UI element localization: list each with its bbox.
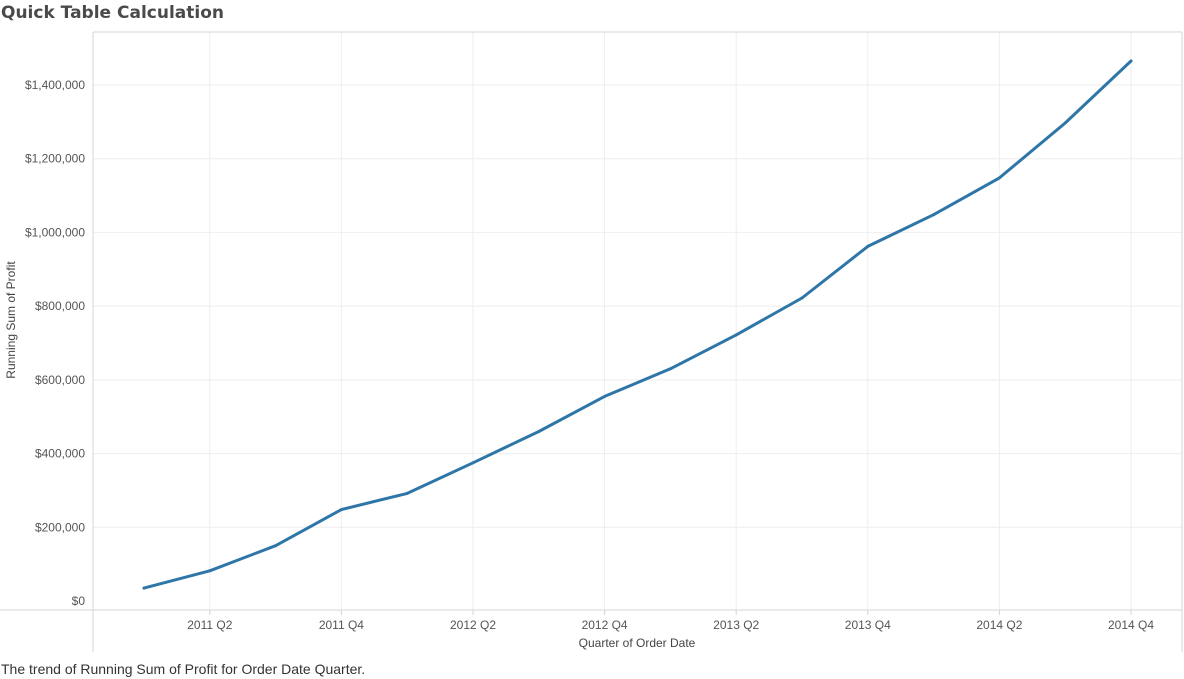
- x-tick-label: 2013 Q4: [845, 618, 891, 632]
- gridlines: [93, 32, 1182, 610]
- x-tick-label: 2012 Q4: [582, 618, 628, 632]
- data-point[interactable]: [866, 244, 870, 248]
- data-point[interactable]: [800, 296, 804, 300]
- x-tick-label: 2012 Q2: [450, 618, 496, 632]
- data-point[interactable]: [734, 333, 738, 337]
- x-tick-label: 2011 Q4: [319, 618, 364, 632]
- data-point[interactable]: [932, 213, 936, 217]
- y-tick-label: $0: [72, 594, 86, 608]
- data-point[interactable]: [1129, 59, 1133, 63]
- data-point[interactable]: [274, 544, 278, 548]
- x-axis-label: Quarter of Order Date: [579, 636, 696, 650]
- data-point[interactable]: [537, 429, 541, 433]
- series: [142, 59, 1133, 590]
- chart-caption: The trend of Running Sum of Profit for O…: [1, 661, 366, 677]
- x-tick-label: 2014 Q2: [976, 618, 1022, 632]
- y-axis-ticks: $0 $200,000 $400,000 $600,000 $800,000 $1,000…: [25, 78, 85, 608]
- x-axis-ticks: 2011 Q2 2011 Q4 2012 Q2 2012 Q4 2013 Q2 2013 …: [187, 610, 1154, 632]
- y-tick-label: $1,400,000: [25, 78, 85, 92]
- data-point[interactable]: [142, 586, 146, 590]
- chart-title: Quick Table Calculation: [1, 3, 224, 23]
- y-tick-label: $400,000: [35, 447, 85, 461]
- data-point[interactable]: [208, 569, 212, 573]
- y-tick-label: $600,000: [35, 373, 85, 387]
- data-point[interactable]: [1063, 121, 1067, 125]
- x-tick-label: 2014 Q4: [1108, 618, 1154, 632]
- x-tick-label: 2011 Q2: [187, 618, 232, 632]
- y-tick-label: $200,000: [35, 520, 85, 534]
- y-axis-label: Running Sum of Profit: [4, 261, 18, 379]
- y-tick-label: $1,000,000: [25, 225, 85, 239]
- series-line: [142, 59, 1133, 590]
- data-point[interactable]: [471, 461, 475, 465]
- y-tick-label: $1,200,000: [25, 152, 85, 166]
- data-point[interactable]: [997, 176, 1001, 180]
- data-point[interactable]: [405, 491, 409, 495]
- data-point[interactable]: [603, 394, 607, 398]
- data-point[interactable]: [339, 508, 343, 512]
- data-point[interactable]: [668, 367, 672, 371]
- x-tick-label: 2013 Q2: [713, 618, 759, 632]
- axes: [0, 31, 1183, 652]
- y-tick-label: $800,000: [35, 299, 85, 313]
